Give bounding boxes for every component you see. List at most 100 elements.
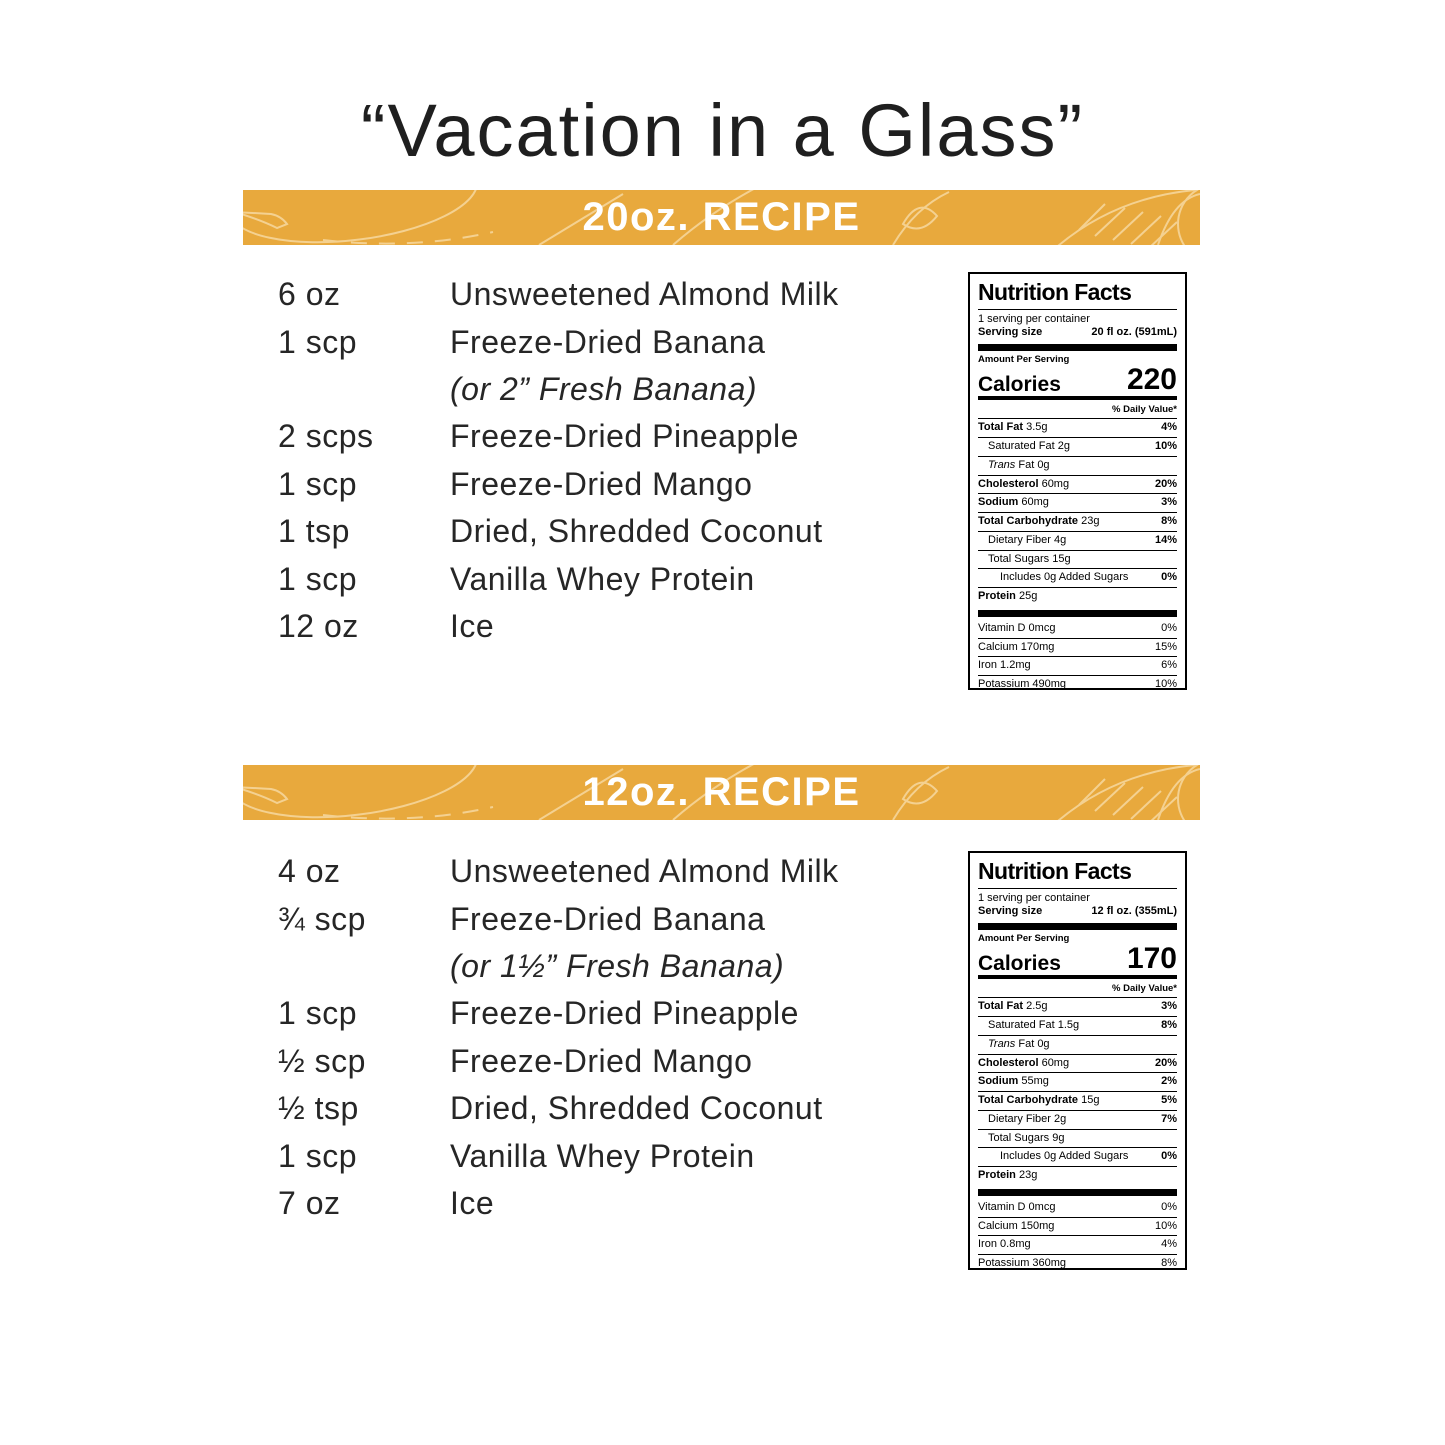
nutrient-name: Protein: [978, 1169, 1016, 1182]
vitamin-name: Vitamin D: [978, 1200, 1026, 1213]
vitamin-row: Potassium 490mg 10%: [978, 675, 1177, 690]
nutrient-rows: Total Fat 3.5g 4% Saturated Fat 2g 10% T…: [978, 418, 1177, 606]
nutrient-percent: 10%: [1154, 440, 1177, 453]
nutrient-amount: 23g: [1078, 515, 1100, 528]
ingredient-name: (or 1½” Fresh Banana): [450, 947, 785, 984]
vitamin-rows: Vitamin D 0mcg 0% Calcium 170mg 15% Iron…: [978, 620, 1177, 690]
daily-value-header: % Daily Value*: [1112, 404, 1177, 416]
serving-size-label: Serving size: [978, 326, 1043, 339]
nutrient-amount: 60mg: [1038, 1056, 1070, 1069]
nutrient-amount: 3.5g: [1023, 421, 1048, 434]
vitamin-percent: 10%: [1154, 1219, 1177, 1232]
vitamin-name: Potassium: [978, 678, 1030, 690]
nutrient-row: Dietary Fiber 2g 7%: [978, 1109, 1177, 1129]
ingredient-row: 6 oz Unsweetened Almond Milk: [278, 271, 938, 318]
nutrient-amount: 23g: [1015, 1169, 1038, 1182]
nutrient-percent: 8%: [1161, 515, 1177, 528]
nutrient-name: Total Carbohydrate: [978, 1094, 1079, 1107]
vitamin-row: Iron 1.2mg 6%: [978, 656, 1177, 675]
ingredient-quantity: ½ tsp: [278, 1090, 359, 1127]
ingredient-name: Freeze-Dried Banana: [450, 323, 766, 360]
ingredient-row: (or 1½” Fresh Banana): [278, 943, 938, 990]
nutrient-name: Total Fat: [978, 1000, 1024, 1013]
ingredient-quantity: 4 oz: [278, 853, 341, 890]
serving-size-value: 20 fl oz. (591mL): [1091, 326, 1177, 339]
nutrition-label-20oz: Nutrition Facts 1 serving per container …: [968, 272, 1187, 690]
nutrient-row: Saturated Fat 2g 10%: [978, 437, 1177, 456]
vitamin-name: Iron: [978, 1238, 997, 1251]
calories-value: 170: [1126, 941, 1177, 975]
ingredient-row: 1 scp Freeze-Dried Banana: [278, 318, 938, 365]
ingredient-name: (or 2” Fresh Banana): [450, 370, 758, 407]
ingredient-name: Vanilla Whey Protein: [450, 1137, 755, 1174]
ingredient-name: Dried, Shredded Coconut: [450, 1090, 823, 1127]
banner-12oz: 12oz. RECIPE: [243, 765, 1200, 820]
nutrient-row: Total Fat 2.5g 3%: [978, 997, 1177, 1016]
vitamin-row: Vitamin D 0mcg 0%: [978, 620, 1177, 638]
nutrient-percent: 3%: [1161, 496, 1177, 509]
ingredient-row: (or 2” Fresh Banana): [278, 366, 938, 413]
ingredient-row: 1 scp Freeze-Dried Pineapple: [278, 990, 938, 1037]
nutrient-amount: 4g: [1050, 533, 1067, 546]
nutrition-title: Nutrition Facts: [978, 279, 1177, 310]
ingredient-quantity: 1 scp: [278, 560, 357, 597]
ingredient-row: ¾ scp Freeze-Dried Banana: [278, 895, 938, 942]
ingredient-row: 1 scp Freeze-Dried Mango: [278, 461, 938, 508]
ingredient-name: Unsweetened Almond Milk: [450, 853, 839, 890]
servings-per-container: 1 serving per container: [978, 892, 1090, 904]
nutrient-name: Sodium: [978, 1075, 1019, 1088]
vitamin-row: Vitamin D 0mcg 0%: [978, 1199, 1177, 1217]
nutrient-percent: 20%: [1154, 477, 1177, 490]
nutrient-amount: 1.5g: [1054, 1019, 1080, 1032]
nutrient-percent: 20%: [1154, 1056, 1177, 1069]
calories-row: Calories 220: [978, 365, 1177, 396]
banner-label-12oz: 12oz. RECIPE: [582, 770, 861, 814]
divider-medium: [978, 396, 1177, 401]
nutrient-name: Saturated Fat: [988, 1019, 1055, 1032]
ingredient-row: 7 oz Ice: [278, 1180, 938, 1227]
nutrient-name: Saturated Fat: [988, 440, 1055, 453]
vitamin-percent: 15%: [1154, 640, 1177, 653]
nutrient-amount: 15g: [1049, 552, 1071, 565]
ingredient-name: Ice: [450, 1184, 495, 1221]
calories-label: Calories: [978, 372, 1061, 396]
ingredient-row: ½ scp Freeze-Dried Mango: [278, 1038, 938, 1085]
nutrient-name: Total Sugars: [988, 1131, 1050, 1144]
nutrient-row: Total Carbohydrate 15g 5%: [978, 1091, 1177, 1110]
ingredient-quantity: 1 scp: [278, 323, 357, 360]
ingredient-name: Dried, Shredded Coconut: [450, 513, 823, 550]
vitamin-percent: 6%: [1161, 659, 1177, 672]
nutrient-row: Dietary Fiber 4g 14%: [978, 530, 1177, 550]
ingredient-name: Freeze-Dried Mango: [450, 1042, 753, 1079]
nutrient-name: Dietary Fiber: [988, 533, 1051, 546]
vitamin-row: Calcium 170mg 15%: [978, 637, 1177, 657]
vitamin-name: Potassium: [978, 1257, 1030, 1270]
nutrient-name: Protein: [978, 590, 1016, 603]
nutrient-row: Includes 0g Added Sugars 0%: [978, 1147, 1177, 1166]
vitamin-amount: 360mg: [1029, 1257, 1067, 1270]
vitamin-name: Calcium: [978, 1219, 1018, 1232]
nutrient-amount: 9g: [1049, 1131, 1065, 1144]
vitamin-amount: 1.2mg: [996, 659, 1031, 672]
ingredient-quantity: 1 scp: [278, 465, 357, 502]
ingredient-row: 2 scps Freeze-Dried Pineapple: [278, 413, 938, 460]
vitamin-percent: 0%: [1161, 621, 1177, 634]
nutrient-percent: 2%: [1161, 1075, 1177, 1088]
ingredient-quantity: 1 scp: [278, 995, 357, 1032]
ingredient-quantity: 1 scp: [278, 1137, 357, 1174]
nutrient-row: Trans Fat 0g: [978, 1034, 1177, 1054]
lemon-leaf-line-art-icon: [243, 765, 1200, 820]
nutrient-row: Trans Fat 0g: [978, 455, 1177, 475]
nutrient-amount: 15g: [1078, 1094, 1100, 1107]
nutrient-row: Total Sugars 9g: [978, 1128, 1177, 1148]
nutrient-percent: 14%: [1154, 533, 1177, 546]
nutrient-name: Total Sugars: [988, 552, 1050, 565]
nutrient-row: Cholesterol 60mg 20%: [978, 1053, 1177, 1073]
calories-label: Calories: [978, 951, 1061, 975]
vitamin-name: Vitamin D: [978, 621, 1026, 634]
ingredient-row: 4 oz Unsweetened Almond Milk: [278, 848, 938, 895]
ingredient-quantity: 2 scps: [278, 418, 374, 455]
nutrient-amount: 55mg: [1018, 1075, 1049, 1088]
nutrient-name: Total Carbohydrate: [978, 515, 1079, 528]
ingredient-quantity: 1 tsp: [278, 513, 350, 550]
